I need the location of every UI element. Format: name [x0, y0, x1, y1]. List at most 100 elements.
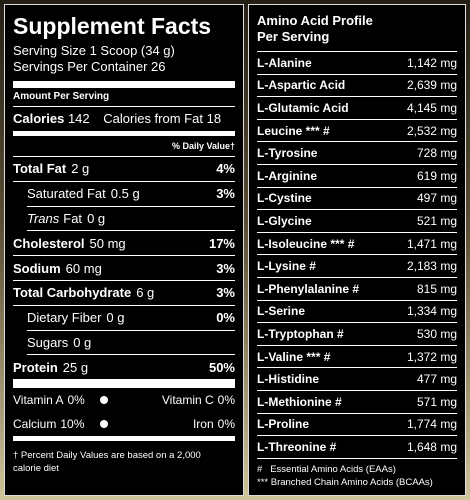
amount: 1,334 mg [406, 304, 457, 319]
nutrient-row: Trans Fat 0 g [27, 207, 235, 232]
daily-value: 0% [67, 393, 85, 408]
amino-row: L-Threonine # 1,648 mg [257, 436, 457, 459]
name: L-Aspartic Acid [257, 78, 346, 93]
legend-item: *** Branched Chain Amino Acids (BCAAs) [257, 476, 433, 488]
amount: 1,471 mg [406, 236, 457, 251]
amino-row: Leucine *** # 2,532 mg [257, 120, 457, 143]
name: L-Histidine [257, 372, 319, 387]
nutrient-row: Saturated Fat 0.5 g 3% [27, 182, 235, 207]
name: Calcium [13, 417, 57, 432]
nutrient-row: Dietary Fiber 0 g 0% [27, 306, 235, 331]
calories-row: Calories 142 Calories from Fat 18 [13, 107, 235, 136]
name: L-Cystine [257, 191, 312, 206]
amino-rows: L-Alanine 1,142 mg L-Aspartic Acid 2,639 mg… [257, 52, 457, 459]
amount: 50 mg [89, 235, 126, 251]
daily-value: 10% [60, 417, 85, 432]
name: L-Phenylalanine # [257, 281, 360, 296]
nutrient-row: Protein 25 g 50% [13, 355, 235, 389]
amino-row: L-Tryptophan # 530 mg [257, 323, 457, 346]
amount: 6 g [136, 285, 155, 301]
dv-header: % Daily Value† [13, 136, 235, 157]
title: Supplement Facts [13, 13, 212, 39]
name: L-Lysine # [257, 259, 316, 274]
name: L-Glycine [257, 213, 312, 228]
amount: 815 mg [416, 281, 457, 296]
daily-value: 0% [216, 310, 235, 326]
value: 142 [67, 111, 90, 126]
label: Calories from Fat [103, 111, 203, 126]
name: L-Threonine # [257, 439, 337, 454]
amino-row: L-Glutamic Acid 4,145 mg [257, 97, 457, 120]
amount: 2,639 mg [406, 78, 457, 93]
label: Calories [13, 111, 65, 126]
nutrient-row: Total Fat 2 g 4% [13, 157, 235, 182]
vitamins: Vitamin A 0% Vitamin C 0% Calcium 10% Iron 0% [13, 388, 235, 442]
daily-value: 4% [216, 161, 235, 177]
amino-row: L-Cystine 497 mg [257, 188, 457, 211]
subtitle: Per Serving [257, 29, 330, 44]
name: Leucine *** # [257, 123, 330, 138]
amount: 530 mg [416, 326, 457, 341]
amount: 0.5 g [110, 186, 140, 202]
nutrient-row: Sodium 60 mg 3% [13, 256, 235, 281]
amount: 477 mg [416, 372, 457, 387]
amino-row: L-Proline 1,774 mg [257, 414, 457, 437]
name: L-Methionine # [257, 394, 342, 409]
name: L-Glutamic Acid [257, 100, 349, 115]
daily-value: 0% [217, 393, 235, 408]
amount: 521 mg [416, 213, 457, 228]
daily-value: 17% [208, 235, 235, 251]
amino-row: L-Tyrosine 728 mg [257, 142, 457, 165]
amino-row: L-Histidine 477 mg [257, 368, 457, 391]
vitamin-row: Vitamin A 0% Vitamin C 0% [13, 388, 235, 412]
amount: 2,183 mg [406, 259, 457, 274]
dot [100, 420, 109, 429]
name: L-Isoleucine *** # [257, 236, 355, 251]
servings: Servings Per Container 26 [13, 59, 166, 74]
name: L-Tyrosine [257, 146, 318, 161]
dot [100, 396, 109, 405]
name: L-Alanine [257, 55, 312, 70]
amino-panel: Amino Acid Profile Per Serving L-Alanine… [248, 4, 466, 496]
nutrient-row: Sugars 0 g [27, 331, 235, 356]
serving-size: Serving Size 1 Scoop (34 g) [13, 43, 175, 58]
daily-value: 3% [216, 285, 235, 301]
name: L-Valine *** # [257, 349, 331, 364]
nutrient-row: Cholesterol 50 mg 17% [13, 231, 235, 257]
vitamin: Vitamin A 0% [13, 393, 124, 407]
nutrient-row: Total Carbohydrate 6 g 3% [13, 281, 235, 306]
name: Vitamin A [13, 393, 64, 408]
footnote: † Percent Daily Values are based on a 2,… [13, 450, 201, 475]
amino-row: L-Methionine # 571 mg [257, 391, 457, 414]
amino-row: L-Alanine 1,142 mg [257, 52, 457, 75]
amino-row: L-Aspartic Acid 2,639 mg [257, 75, 457, 98]
value: 18 [206, 111, 222, 126]
divider [13, 81, 235, 88]
vitamin-row: Calcium 10% Iron 0% [13, 412, 235, 442]
name: Total Fat [13, 161, 67, 177]
amount: 2 g [71, 161, 90, 177]
legend-item: # Essential Amino Acids (EAAs) [257, 463, 396, 475]
amino-row: L-Valine *** # 1,372 mg [257, 346, 457, 369]
name: L-Tryptophan # [257, 326, 344, 341]
daily-value: 0% [217, 417, 235, 432]
name: Trans [27, 210, 60, 226]
name: Protein [13, 359, 58, 375]
amount: 60 mg [65, 260, 102, 276]
amount: 0 g [106, 310, 125, 326]
amount: 1,774 mg [406, 417, 457, 432]
amount: 0 g [87, 210, 106, 226]
name: Dietary Fiber [27, 310, 102, 326]
name: Sugars [27, 334, 69, 350]
amino-row: L-Lysine # 2,183 mg [257, 255, 457, 278]
name: Total Carbohydrate [13, 285, 132, 301]
amount: 728 mg [416, 146, 457, 161]
amount: 1,648 mg [406, 439, 457, 454]
daily-value: 3% [216, 260, 235, 276]
title: Amino Acid Profile [257, 13, 373, 28]
amount: 497 mg [416, 191, 457, 206]
name: Fat [63, 210, 83, 226]
amount: 619 mg [416, 168, 457, 183]
name: Saturated Fat [27, 186, 106, 202]
